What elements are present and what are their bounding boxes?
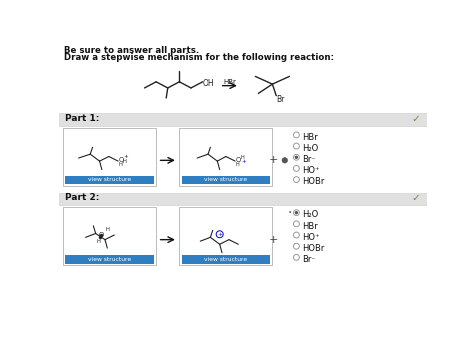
Text: view structure: view structure [88,177,131,182]
Text: ✓: ✓ [412,193,420,204]
Bar [179,207,273,265]
Text: O: O [98,232,103,238]
Text: H: H [236,163,240,167]
Circle shape [293,177,300,182]
Text: O: O [236,157,241,163]
Text: H: H [123,159,127,164]
Text: +: + [269,155,279,165]
Bar [65,176,154,184]
Text: O: O [119,157,124,163]
Circle shape [293,221,300,227]
Circle shape [293,154,300,160]
Text: ✓: ✓ [412,114,420,124]
Text: Br⁻: Br⁻ [302,255,316,264]
Circle shape [293,132,300,138]
Text: HBr: HBr [223,79,236,86]
Text: +: + [269,235,279,245]
Bar [59,193,427,205]
Text: +: + [217,232,222,237]
Text: HBr: HBr [302,133,318,142]
Circle shape [295,156,298,159]
Bar [182,176,270,184]
Text: view structure: view structure [204,177,247,182]
Text: H: H [241,155,245,160]
Text: HOBr: HOBr [302,177,324,186]
Text: view structure: view structure [88,257,131,262]
Text: +: + [124,154,128,159]
Text: view structure: view structure [204,257,247,262]
Circle shape [295,211,298,214]
Text: H: H [119,163,123,167]
Bar [59,113,427,126]
Text: HOBr: HOBr [302,244,324,253]
Bar [63,128,156,186]
Bar [179,128,273,186]
Circle shape [293,243,300,249]
Text: Br: Br [276,95,284,104]
Text: Draw a stepwise mechanism for the following reaction:: Draw a stepwise mechanism for the follow… [64,53,334,62]
Text: Br⁻: Br⁻ [302,155,316,164]
Bar [182,255,270,263]
Text: Be sure to answer all parts.: Be sure to answer all parts. [64,46,199,55]
Circle shape [293,166,300,171]
Text: H₂O: H₂O [302,211,318,219]
Text: HO⁺: HO⁺ [302,233,319,242]
Text: Part 2:: Part 2: [65,193,100,203]
Bar [63,207,156,265]
Text: HBr: HBr [302,222,318,231]
Text: H: H [96,239,100,244]
Text: +: + [241,159,246,164]
Text: H: H [106,227,109,232]
Circle shape [293,232,300,238]
Circle shape [282,158,288,163]
Text: OH: OH [202,79,214,88]
Text: H₂O: H₂O [302,144,318,153]
Text: HO⁺: HO⁺ [302,166,319,175]
Circle shape [293,210,300,216]
Circle shape [293,254,300,260]
Text: Part 1:: Part 1: [65,114,100,123]
Text: ·: · [287,206,292,220]
Bar [65,255,154,263]
Circle shape [293,143,300,149]
